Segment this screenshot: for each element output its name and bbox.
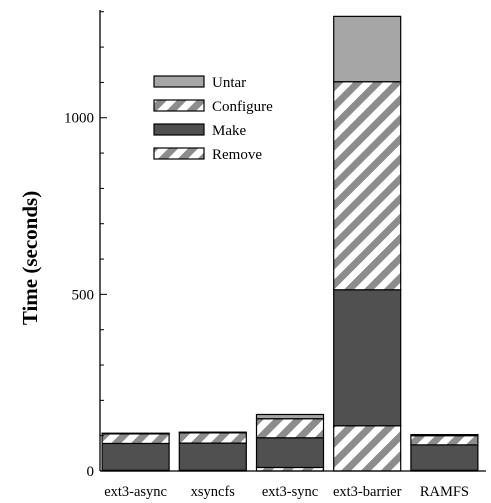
- bar-segment-untar-4: [410, 434, 479, 437]
- y-tick-label: 0: [87, 464, 95, 480]
- bar-segment-make-2: [255, 437, 325, 469]
- x-axis: ext3-async xsyncfs ext3-sync ext3-barrier RA…: [100, 470, 486, 500]
- bar-segment-untar-0: [101, 432, 170, 435]
- x-tick-label: RAMFS: [420, 484, 469, 500]
- y-axis: 0 500 1000: [64, 10, 107, 480]
- legend-swatch-configure: [153, 99, 205, 112]
- bar-segment-untar-1: [178, 431, 247, 434]
- bar-segment-untar-3: [333, 15, 402, 83]
- bar-segment-make-0: [101, 442, 170, 471]
- legend-label-configure: Configure: [212, 99, 273, 115]
- bar-segment-make-4: [410, 444, 479, 471]
- bars-group: [101, 15, 479, 472]
- y-axis-title: Time (seconds): [18, 191, 42, 325]
- x-tick-label: ext3-sync: [262, 484, 318, 500]
- bar-segment-configure-0: [101, 433, 170, 445]
- bar-segment-make-3: [333, 289, 402, 427]
- y-tick-label: 500: [72, 287, 95, 303]
- bar-segment-configure-4: [410, 435, 479, 446]
- bar-segment-configure-2: [255, 418, 325, 439]
- bar-segment-untar-2: [255, 413, 325, 420]
- bar-segment-configure-3: [333, 81, 402, 291]
- legend-label-remove: Remove: [212, 147, 262, 163]
- legend-swatch-make: [153, 123, 205, 136]
- bar-segment-configure-1: [178, 432, 247, 444]
- bar-segment-make-1: [178, 442, 247, 471]
- legend-label-make: Make: [212, 123, 246, 139]
- legend-label-untar: Untar: [212, 75, 246, 91]
- y-tick-label: 1000: [64, 111, 94, 127]
- x-tick-label: xsyncfs: [191, 484, 236, 500]
- legend-swatch-untar: [153, 75, 205, 88]
- x-tick-label: ext3-async: [104, 484, 167, 500]
- bar-segment-remove-3: [333, 425, 402, 472]
- x-tick-label: ext3-barrier: [333, 484, 402, 500]
- legend-swatch-remove: [153, 147, 205, 160]
- legend: Untar Configure Make Remove: [153, 75, 273, 163]
